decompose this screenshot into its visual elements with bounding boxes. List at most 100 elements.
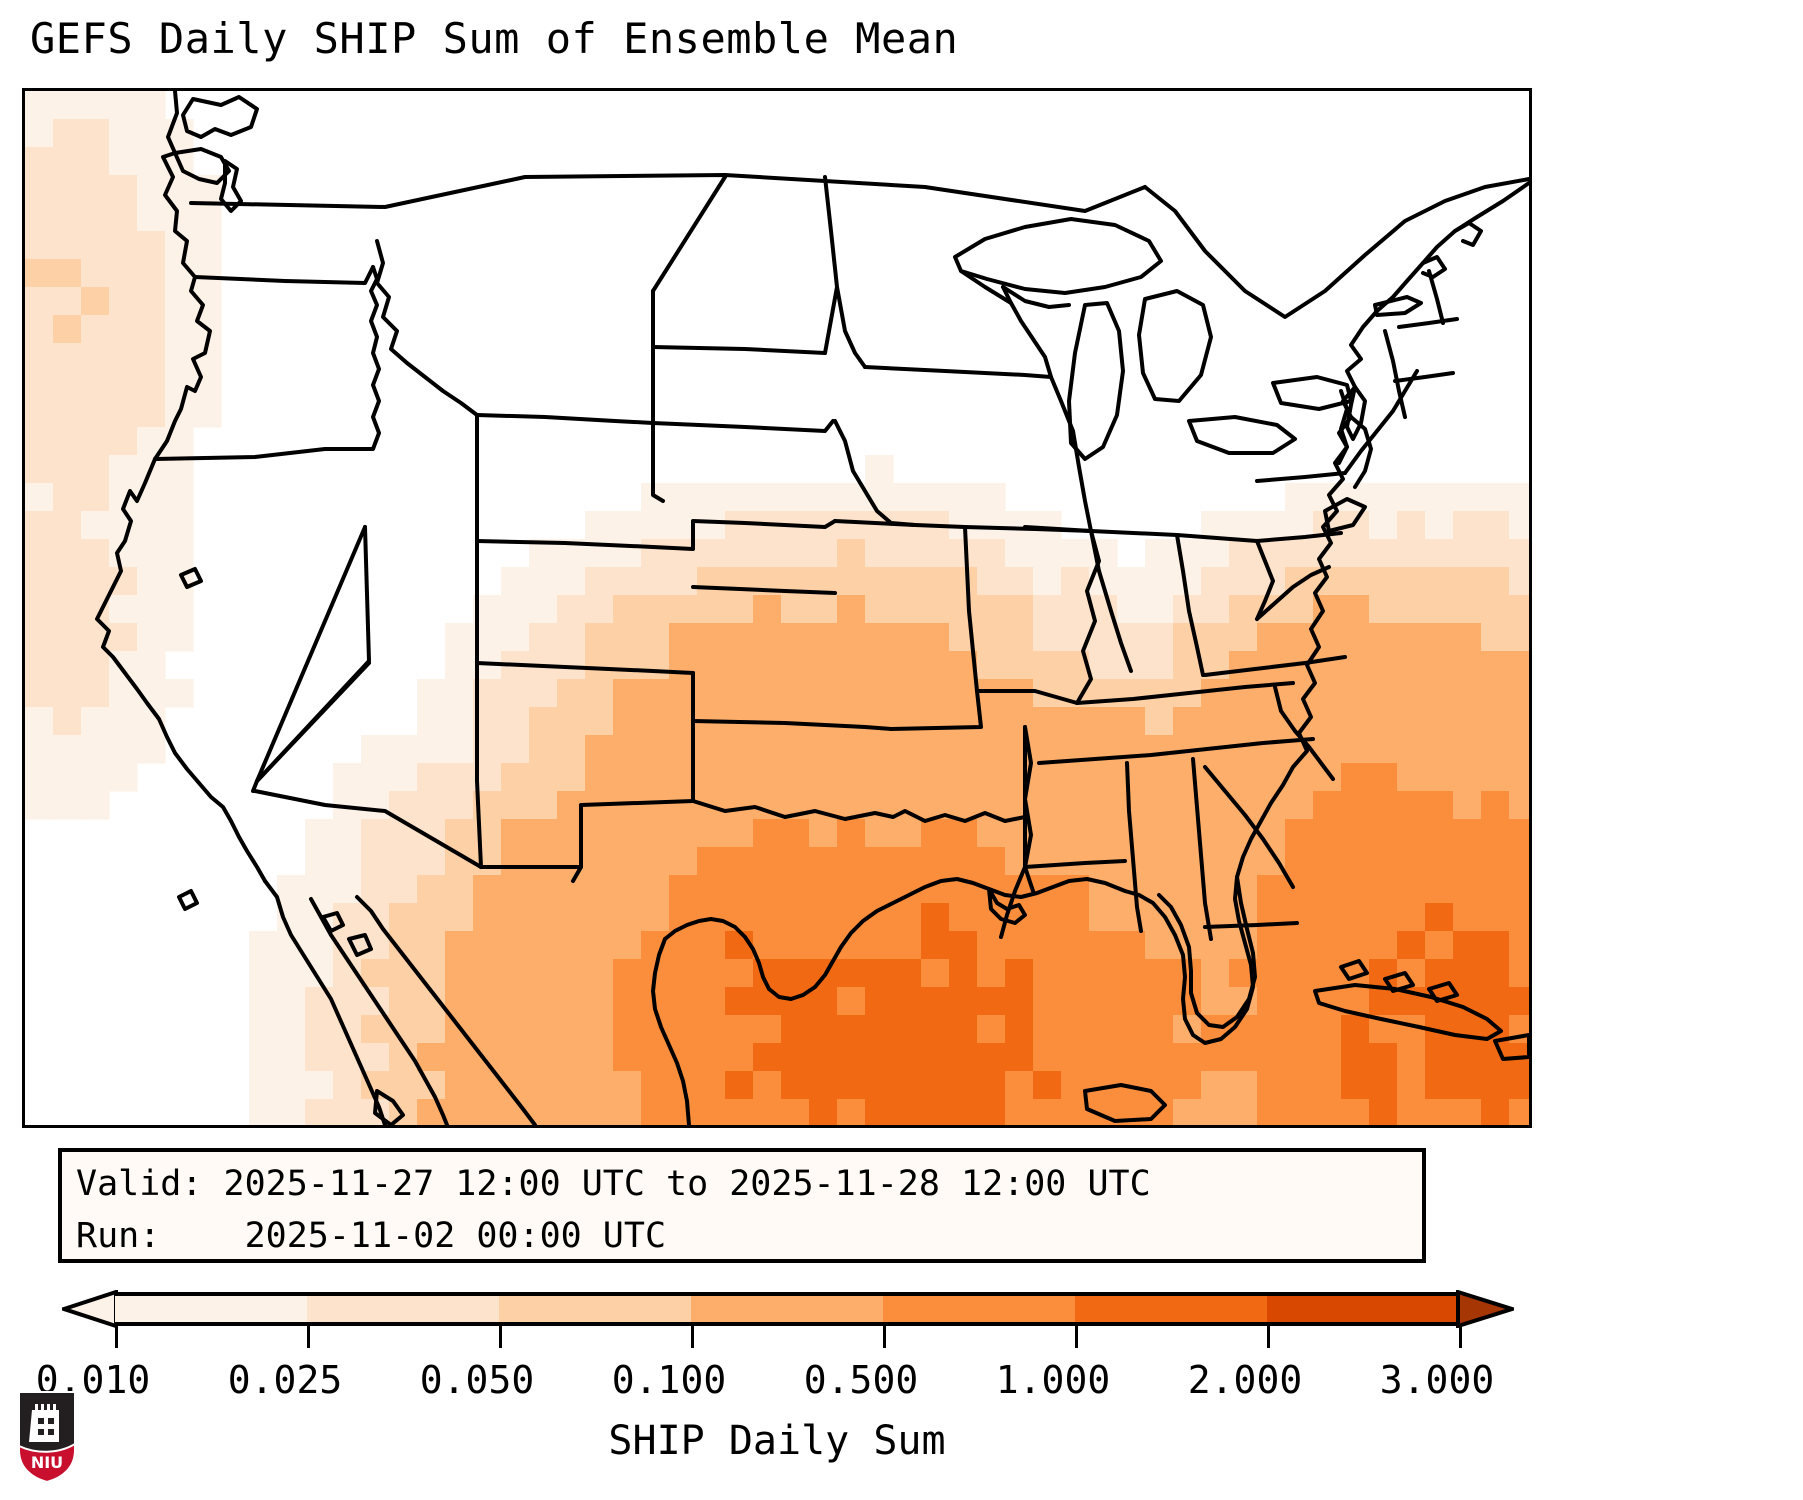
heatmap-cell — [949, 903, 978, 932]
heatmap-cell — [753, 595, 782, 624]
heatmap-cell — [809, 1099, 838, 1125]
heatmap-cell — [53, 343, 82, 372]
heatmap-cell — [1005, 1071, 1034, 1100]
heatmap-cell — [1397, 1099, 1426, 1125]
heatmap-cell — [25, 147, 54, 176]
heatmap-cell — [613, 651, 642, 680]
heatmap-cell — [837, 595, 866, 624]
heatmap-cell — [781, 1043, 810, 1072]
heatmap-cell — [557, 1015, 586, 1044]
state-line-ga-fl — [1203, 921, 1299, 929]
niu-tower-window-4 — [48, 1429, 54, 1435]
heatmap-cell — [949, 959, 978, 988]
heatmap-cell — [1397, 819, 1426, 848]
heatmap-cell — [109, 147, 138, 176]
heatmap-cell — [865, 735, 894, 764]
heatmap-cell — [1369, 679, 1398, 708]
heatmap-cell — [1285, 791, 1314, 820]
bahamas-1 — [1339, 959, 1369, 981]
heatmap-cell — [1509, 791, 1529, 820]
state-line-mt-wy — [475, 413, 655, 425]
heatmap-cell — [1145, 931, 1174, 960]
heatmap-cell — [1145, 819, 1174, 848]
heatmap-cell — [1033, 511, 1062, 540]
heatmap-cell — [809, 651, 838, 680]
colorbar-tick-labels: 0.010 0.025 0.050 0.100 0.500 1.000 2.000 3.000 — [0, 1358, 1510, 1408]
heatmap-cell — [921, 595, 950, 624]
heatmap-cell — [1089, 987, 1118, 1016]
heatmap-cell — [865, 651, 894, 680]
heatmap-cell — [1341, 1015, 1370, 1044]
heatmap-cell — [501, 903, 530, 932]
heatmap-cell — [753, 847, 782, 876]
heatmap-cell — [613, 1015, 642, 1044]
heatmap-cell — [753, 819, 782, 848]
heatmap-cell — [865, 455, 894, 484]
heatmap-cell — [893, 567, 922, 596]
heatmap-cell — [109, 315, 138, 344]
heatmap-cell — [1425, 539, 1454, 568]
heatmap-cell — [137, 651, 166, 680]
heatmap-cell — [837, 1071, 866, 1100]
heatmap-cell — [445, 763, 474, 792]
heatmap-cell — [1033, 1099, 1062, 1125]
heatmap-cell — [1481, 875, 1510, 904]
state-line-oh-pa-wv — [1255, 539, 1275, 621]
heatmap-cell — [1341, 595, 1370, 624]
state-line-ks-mo — [889, 525, 983, 731]
heatmap-cell — [137, 231, 166, 260]
heatmap-cell — [753, 875, 782, 904]
colorbar-tick-label-7: 3.000 — [1379, 1358, 1495, 1402]
heatmap-cell — [53, 175, 82, 204]
heatmap-cell — [361, 735, 390, 764]
heatmap-cell — [669, 623, 698, 652]
colorbar-band-3 — [691, 1296, 883, 1322]
heatmap-cell — [1509, 707, 1529, 736]
heatmap-cell — [1481, 483, 1510, 512]
heatmap-cell — [697, 1015, 726, 1044]
heatmap-cell — [1397, 511, 1426, 540]
heatmap-cell — [1453, 791, 1482, 820]
heatmap-cell — [585, 735, 614, 764]
heatmap-cell — [1453, 651, 1482, 680]
heatmap-cell — [697, 959, 726, 988]
vancouver-island — [181, 95, 259, 139]
heatmap-cell — [837, 679, 866, 708]
heatmap-cell — [1313, 931, 1342, 960]
heatmap-cell — [585, 623, 614, 652]
heatmap-cell — [753, 763, 782, 792]
state-line-wi-mi-lake — [1001, 285, 1071, 309]
heatmap-cell — [809, 483, 838, 512]
heatmap-cell — [809, 679, 838, 708]
colorbar-tick-label-1: 0.025 — [227, 1358, 343, 1402]
heatmap-cell — [1005, 623, 1034, 652]
heatmap-cell — [1369, 623, 1398, 652]
heatmap-cell — [445, 651, 474, 680]
heatmap-cell — [1201, 1071, 1230, 1100]
heatmap-cell — [1033, 791, 1062, 820]
heatmap-cell — [25, 539, 54, 568]
state-line-id-mt — [375, 239, 479, 417]
state-line-wa-or — [193, 265, 375, 285]
heatmap-cell — [753, 623, 782, 652]
heatmap-cell — [81, 483, 110, 512]
heatmap-cell — [81, 763, 110, 792]
heatmap-cell — [137, 315, 166, 344]
heatmap-cell — [669, 847, 698, 876]
heatmap-cell — [557, 875, 586, 904]
state-line-or-ca — [153, 447, 327, 461]
heatmap-cell — [1369, 539, 1398, 568]
heatmap-cell — [1005, 1015, 1034, 1044]
heatmap-cell — [1145, 651, 1174, 680]
heatmap-cell — [1425, 931, 1454, 960]
coastline-gulf — [663, 877, 1127, 1001]
heatmap-cell — [529, 819, 558, 848]
heatmap-cell — [249, 1015, 278, 1044]
heatmap-cell — [781, 1099, 810, 1125]
colorbar — [22, 1290, 1532, 1352]
heatmap-cell — [781, 1015, 810, 1044]
heatmap-cell — [137, 399, 166, 428]
heatmap-cell — [361, 1015, 390, 1044]
heatmap-cell — [1257, 875, 1286, 904]
heatmap-cell — [949, 791, 978, 820]
